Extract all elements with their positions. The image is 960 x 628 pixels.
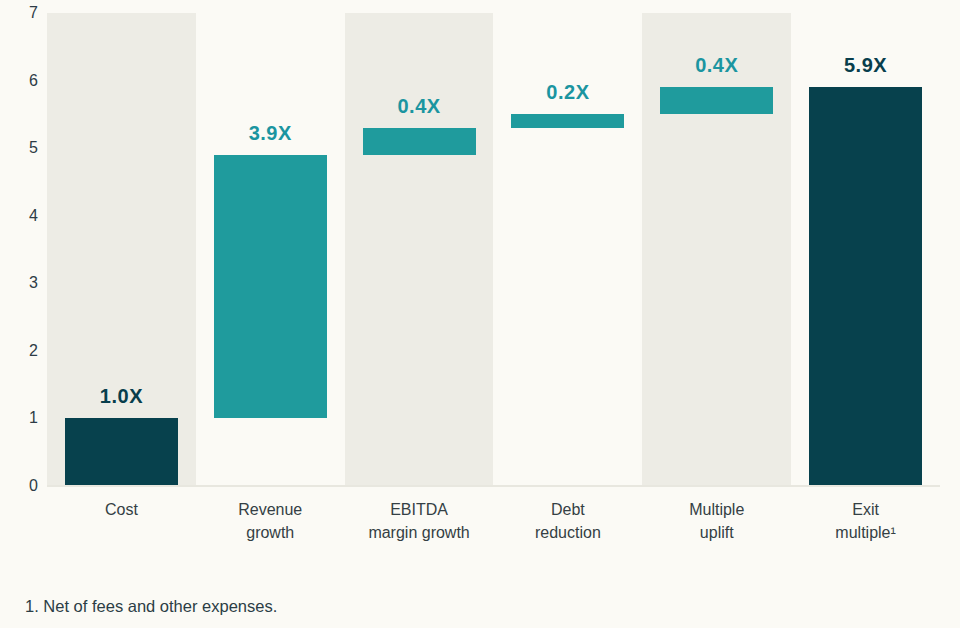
bar-ebitda-margin-growth <box>363 128 476 155</box>
x-label-exit-multiple: Exit multiple¹ <box>786 498 946 544</box>
x-label-cost: Cost <box>41 498 201 521</box>
bar-debt-reduction <box>511 114 624 128</box>
column-band-cost <box>47 13 196 486</box>
bar-value-label-revenue-growth: 3.9X <box>210 122 330 145</box>
bar-value-label-debt-reduction: 0.2X <box>508 81 628 104</box>
x-label-ebitda-margin-growth: EBITDA margin growth <box>339 498 499 544</box>
column-band-ebitda-margin-growth <box>345 13 494 486</box>
bar-revenue-growth <box>214 155 327 419</box>
bar-value-label-cost: 1.0X <box>61 385 181 408</box>
bar-cost <box>65 418 178 486</box>
y-axis-tick-5: 5 <box>8 140 38 156</box>
y-axis-tick-2: 2 <box>8 343 38 359</box>
x-axis-line <box>47 485 940 487</box>
y-axis-tick-6: 6 <box>8 73 38 89</box>
bar-value-label-exit-multiple: 5.9X <box>806 54 926 77</box>
bar-value-label-multiple-uplift: 0.4X <box>657 54 777 77</box>
bar-exit-multiple <box>809 87 922 486</box>
plot-area: 1.0X 3.9X 0.4X 0.2X 0.4X 5.9X <box>47 13 940 486</box>
x-label-multiple-uplift: Multiple uplift <box>637 498 797 544</box>
y-axis-tick-0: 0 <box>8 478 38 494</box>
x-label-revenue-growth: Revenue growth <box>190 498 350 544</box>
bar-value-label-ebitda-margin-growth: 0.4X <box>359 95 479 118</box>
bar-multiple-uplift <box>660 87 773 114</box>
chart-canvas: 1.0X 3.9X 0.4X 0.2X 0.4X 5.9X 0 1 2 3 4 5 6 7 CostRe… <box>0 0 960 628</box>
y-axis-tick-3: 3 <box>8 275 38 291</box>
footnote: 1. Net of fees and other expenses. <box>25 597 277 616</box>
y-axis-tick-1: 1 <box>8 410 38 426</box>
x-label-debt-reduction: Debt reduction <box>488 498 648 544</box>
column-band-multiple-uplift <box>642 13 791 486</box>
y-axis-tick-4: 4 <box>8 208 38 224</box>
y-axis-tick-7: 7 <box>8 5 38 21</box>
